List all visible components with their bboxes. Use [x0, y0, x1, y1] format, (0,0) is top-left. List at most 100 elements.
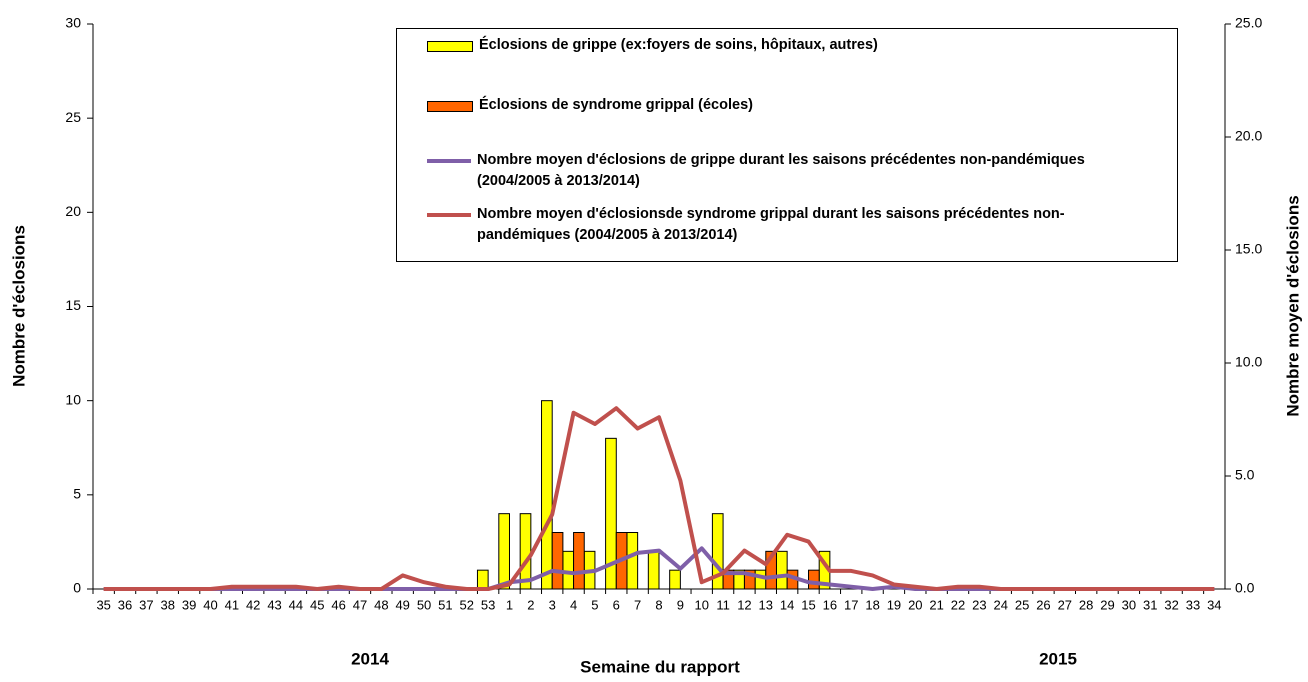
- legend-swatch: [427, 101, 473, 112]
- x-tick-label: 4: [570, 597, 577, 612]
- x-tick-label: 14: [780, 597, 794, 612]
- x-tick-label: 35: [96, 597, 110, 612]
- x-axis-title: Semaine du rapport: [580, 657, 740, 676]
- x-tick-label: 48: [374, 597, 388, 612]
- legend-swatch: [427, 159, 471, 163]
- x-tick-label: 31: [1143, 597, 1157, 612]
- x-tick-label: 37: [139, 597, 153, 612]
- x-tick-label: 39: [182, 597, 196, 612]
- line: [103, 406, 1215, 591]
- x-tick-label: 44: [289, 597, 303, 612]
- x-tick-label: 11: [716, 597, 730, 612]
- y2-tick-label: 5.0: [1235, 467, 1255, 483]
- y-tick-label: 10: [65, 391, 81, 407]
- x-tick-label: 23: [972, 597, 986, 612]
- bar: [711, 513, 724, 590]
- x-tick-label: 24: [994, 597, 1008, 612]
- legend-label: Nombre moyen d'éclosions de grippe duran…: [477, 152, 1085, 189]
- bar: [605, 437, 617, 590]
- legend-swatch: [427, 41, 473, 52]
- x-tick-label: 33: [1186, 597, 1200, 612]
- bar: [626, 532, 639, 590]
- x-tick-label: 26: [1036, 597, 1050, 612]
- x-tick-label: 51: [438, 597, 452, 612]
- x-tick-label: 30: [1122, 597, 1136, 612]
- y-tick-label: 15: [65, 297, 81, 313]
- bar: [519, 513, 532, 590]
- x-tick-label: 10: [694, 597, 708, 612]
- legend: Éclosions de grippe (ex:foyers de soins,…: [396, 28, 1178, 262]
- x-tick-label: 15: [801, 597, 815, 612]
- x-tick-label: 9: [677, 597, 684, 612]
- bar: [498, 513, 510, 590]
- legend-item: Éclosions de syndrome grippal (écoles): [427, 95, 1157, 116]
- y-tick-label: 25: [65, 109, 81, 125]
- x-tick-label: 13: [759, 597, 773, 612]
- x-tick-label: 42: [246, 597, 260, 612]
- legend-item: Nombre moyen d'éclosions de grippe duran…: [427, 150, 1157, 192]
- y-tick-label: 0: [73, 580, 81, 596]
- x-tick-label: 20: [908, 597, 922, 612]
- x-tick-label: 52: [460, 597, 474, 612]
- bar: [562, 550, 575, 590]
- x-tick-label: 45: [310, 597, 324, 612]
- bar: [669, 569, 681, 590]
- bar: [754, 569, 767, 590]
- y2-tick-label: 25.0: [1235, 15, 1262, 31]
- legend-label: Éclosions de syndrome grippal (écoles): [479, 97, 753, 113]
- x-tick-label: 49: [395, 597, 409, 612]
- y2-tick-label: 15.0: [1235, 241, 1262, 257]
- y-tick-label: 20: [65, 203, 81, 219]
- y-tick-label: 30: [65, 15, 81, 31]
- x-tick-label: 34: [1207, 597, 1221, 612]
- x-tick-label: 25: [1015, 597, 1029, 612]
- x-tick-label: 40: [203, 597, 217, 612]
- x-tick-label: 46: [331, 597, 345, 612]
- bar: [573, 532, 585, 590]
- y-tick-label: 5: [73, 486, 81, 502]
- legend-item: Éclosions de grippe (ex:foyers de soins,…: [427, 35, 1157, 56]
- x-tick-label: 5: [591, 597, 598, 612]
- legend-label: Éclosions de grippe (ex:foyers de soins,…: [479, 37, 878, 53]
- x-tick-label: 19: [887, 597, 901, 612]
- bar: [743, 569, 756, 590]
- x-tick-label: 43: [267, 597, 281, 612]
- x-tick-label: 1: [506, 597, 513, 612]
- x-tick-label: 18: [865, 597, 879, 612]
- x-tick-label: 47: [353, 597, 367, 612]
- x-tick-label: 2: [527, 597, 534, 612]
- year-label: 2015: [1039, 649, 1077, 668]
- x-tick-label: 29: [1100, 597, 1114, 612]
- y2-tick-label: 0.0: [1235, 580, 1255, 596]
- legend-item: Nombre moyen d'éclosionsde syndrome grip…: [427, 204, 1157, 246]
- x-tick-label: 12: [737, 597, 751, 612]
- x-tick-label: 21: [929, 597, 943, 612]
- y-axis-title: Nombre d'éclosions: [9, 225, 28, 387]
- bar: [775, 550, 788, 590]
- legend-swatch: [427, 213, 471, 217]
- x-tick-label: 41: [225, 597, 239, 612]
- bar: [476, 569, 489, 590]
- x-tick-label: 32: [1164, 597, 1178, 612]
- x-tick-label: 27: [1058, 597, 1072, 612]
- x-tick-label: 28: [1079, 597, 1093, 612]
- x-tick-label: 22: [951, 597, 965, 612]
- y2-tick-label: 20.0: [1235, 128, 1262, 144]
- x-tick-label: 38: [161, 597, 175, 612]
- x-tick-label: 53: [481, 597, 495, 612]
- x-tick-label: 36: [118, 597, 132, 612]
- bar: [551, 532, 564, 590]
- x-tick-label: 8: [655, 597, 662, 612]
- x-tick-label: 3: [549, 597, 556, 612]
- x-tick-label: 50: [417, 597, 431, 612]
- y2-tick-label: 10.0: [1235, 354, 1262, 370]
- x-tick-label: 16: [823, 597, 837, 612]
- y2-axis-title: Nombre moyen d'éclosions: [1283, 195, 1302, 416]
- legend-label: Nombre moyen d'éclosionsde syndrome grip…: [477, 206, 1065, 243]
- bar: [765, 550, 777, 590]
- year-label: 2014: [351, 649, 389, 668]
- x-tick-label: 7: [634, 597, 641, 612]
- bar: [541, 400, 553, 590]
